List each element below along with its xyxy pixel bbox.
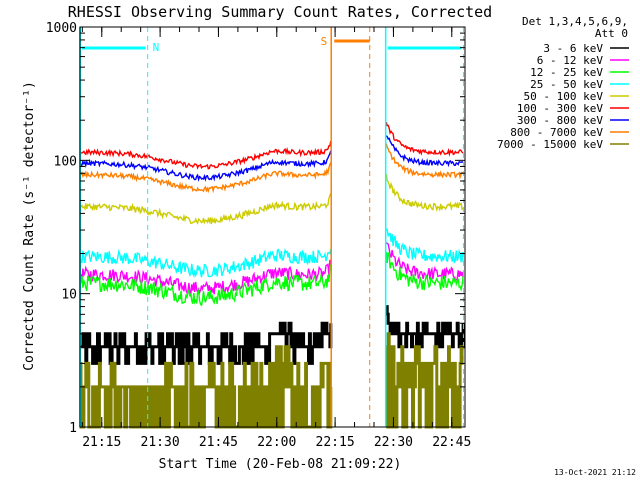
series-line-4	[385, 174, 464, 213]
legend-label: 7000 - 15000 keV	[497, 138, 603, 151]
axes-ticks: 1 10 100 1000 21:15 21:30 21:45 22:00 22:15 22:30…	[46, 21, 472, 450]
legend-label: 12 - 25 keV	[530, 66, 603, 79]
saa-gap-shade	[331, 27, 374, 427]
y-tick-label: 1	[69, 421, 77, 436]
x-tick-label: 21:15	[82, 435, 121, 450]
series-group	[79, 122, 465, 429]
x-tick-label: 22:00	[257, 435, 296, 450]
series-line-2	[79, 264, 332, 307]
legend-label: 6 - 12 keV	[537, 54, 604, 67]
series-line-6	[79, 150, 332, 183]
series-line-7	[79, 162, 332, 194]
night-label: N	[153, 41, 160, 54]
x-tick-label: 22:15	[316, 435, 355, 450]
series-line-7	[385, 143, 464, 180]
legend-label: 300 - 800 keV	[517, 114, 603, 127]
legend-label: 25 - 50 keV	[530, 78, 603, 91]
plot-frame	[79, 26, 466, 428]
legend-label: 100 - 300 keV	[517, 102, 603, 115]
series-line-0	[80, 321, 333, 365]
series-line-6	[385, 135, 464, 168]
period-shading	[331, 27, 374, 427]
series-line-3	[79, 248, 332, 279]
series-line-8	[79, 345, 333, 429]
series-line-3	[385, 228, 464, 265]
footer-date: 13-Oct-2021 21:12	[554, 468, 636, 477]
legend-label: 3 - 6 keV	[543, 42, 603, 55]
series-line-2	[385, 251, 464, 292]
series-line-5	[79, 140, 332, 170]
x-tick-label: 22:45	[432, 435, 471, 450]
series-line-4	[79, 193, 332, 225]
x-tick-label: 21:30	[141, 435, 180, 450]
y-tick-label: 100	[54, 154, 77, 169]
y-tick-label: 1000	[46, 21, 77, 36]
legend-header-line: Det 1,3,4,5,6,9,	[522, 15, 628, 28]
legend-label: 800 - 7000 keV	[510, 126, 603, 139]
x-tick-label: 22:30	[374, 435, 413, 450]
series-line-1	[79, 259, 332, 296]
series-line-5	[385, 122, 464, 157]
series-line-0	[385, 305, 465, 349]
x-axis-label: Start Time (20-Feb-08 21:09:22)	[159, 457, 402, 472]
x-tick-label: 21:45	[199, 435, 238, 450]
legend-label: 50 - 100 keV	[524, 90, 604, 103]
legend-header-line: Att 0	[595, 27, 628, 40]
y-axis-label: Corrected Count Rate (s⁻¹ detector⁻¹)	[22, 81, 37, 371]
chart-title: RHESSI Observing Summary Count Rates, Co…	[68, 3, 492, 21]
saa-label: S	[321, 35, 328, 48]
series-line-1	[385, 242, 464, 281]
y-tick-label: 10	[61, 288, 77, 303]
series-line-8	[385, 332, 464, 429]
